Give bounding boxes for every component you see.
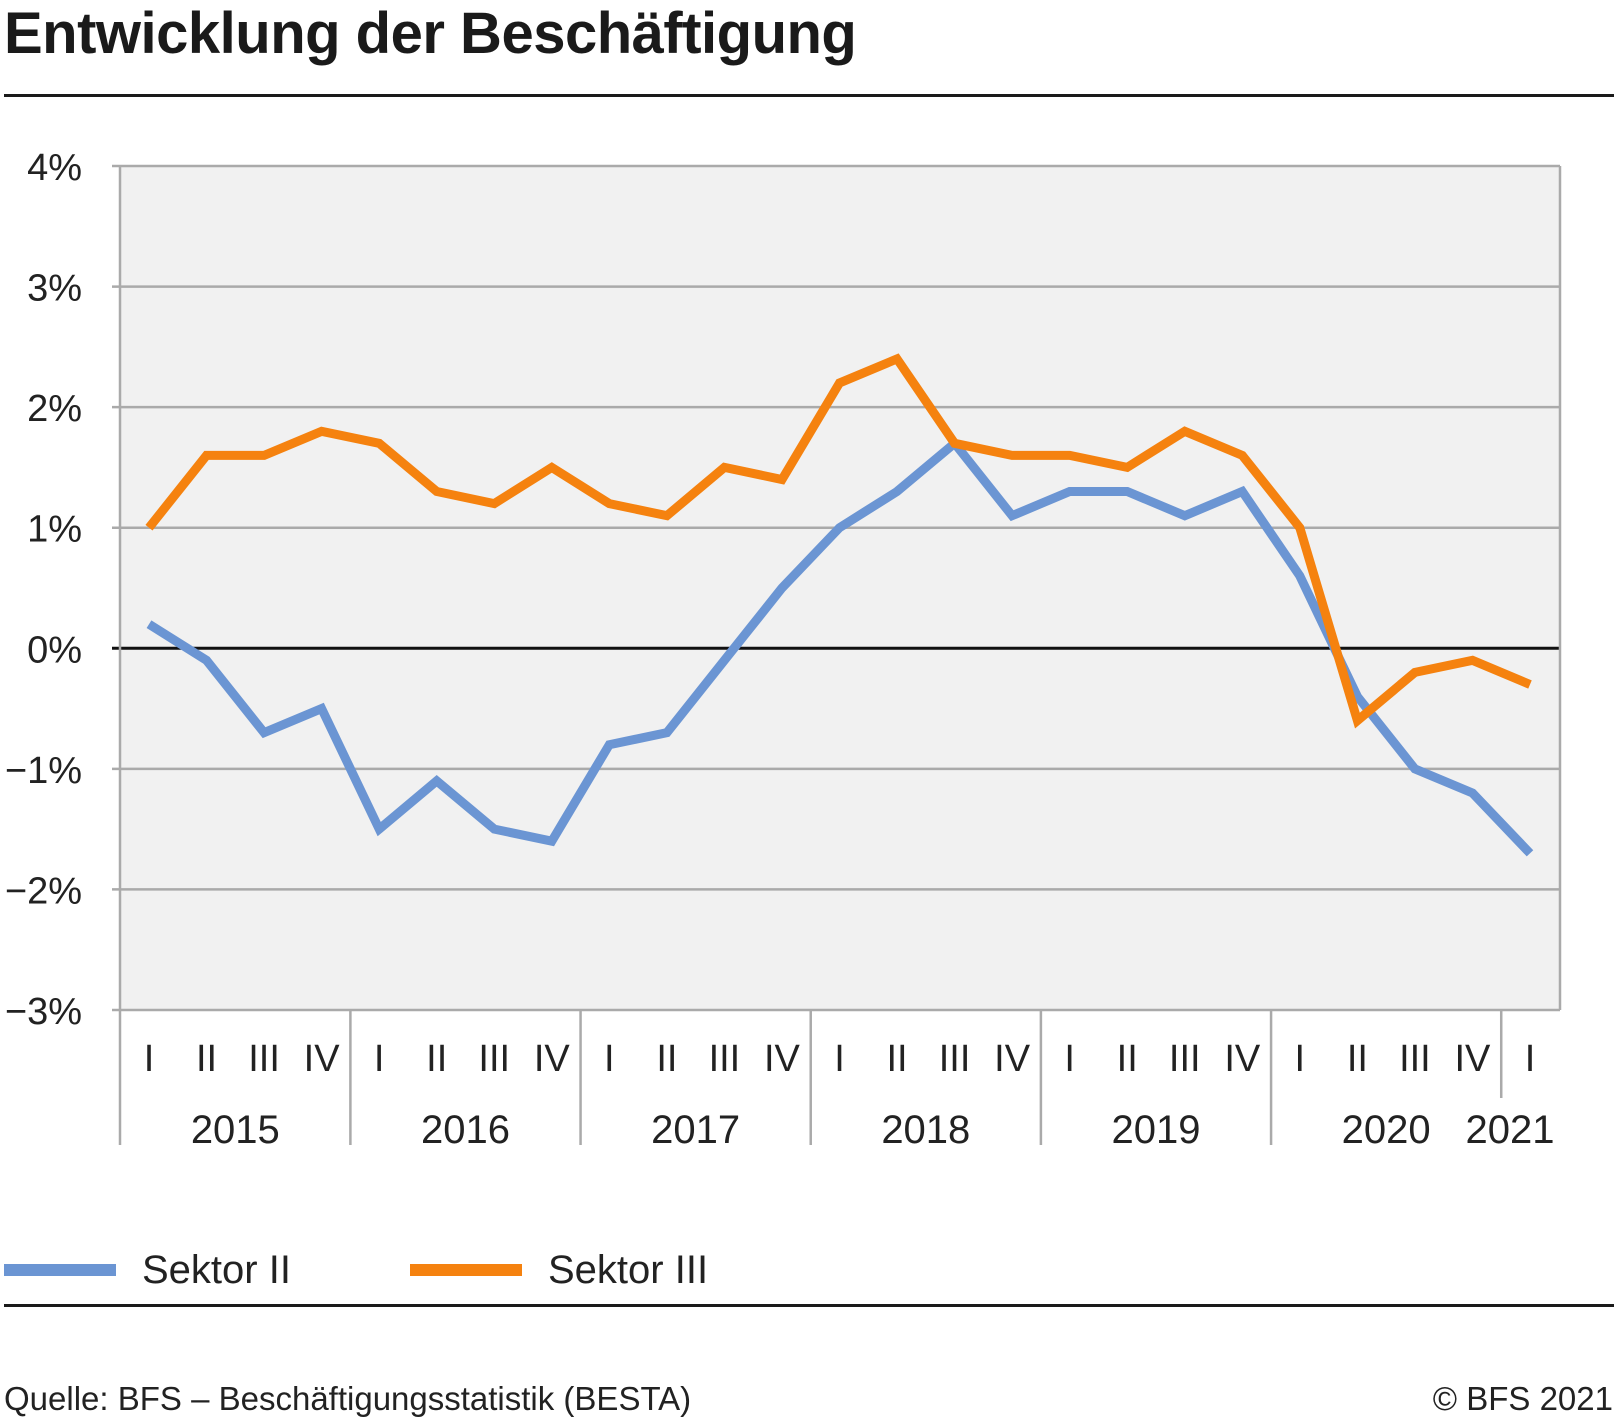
x-tick-label: I	[374, 1038, 385, 1080]
year-label: 2016	[421, 1108, 510, 1152]
x-tick-label: I	[1064, 1038, 1075, 1080]
year-label: 2018	[881, 1108, 970, 1152]
x-tick-label: III	[939, 1038, 971, 1080]
year-label: 2019	[1111, 1108, 1200, 1152]
y-tick-label: 4%	[27, 147, 82, 189]
y-tick-label: 1%	[27, 509, 82, 551]
y-tick-label: 3%	[27, 268, 82, 310]
chart-title: Entwicklung der Beschäftigung	[4, 1, 857, 66]
year-label: 2017	[651, 1108, 740, 1152]
copyright-note: © BFS 2021	[1432, 1380, 1613, 1417]
plot-area	[120, 166, 1560, 1010]
x-tick-label: I	[144, 1038, 155, 1080]
x-tick-label: III	[1399, 1038, 1431, 1080]
x-tick-label: IV	[304, 1038, 341, 1080]
y-tick-label: −3%	[5, 991, 82, 1033]
legend-label-sektor-iii: Sektor III	[548, 1248, 709, 1292]
source-note: Quelle: BFS – Beschäftigungsstatistik (B…	[4, 1380, 692, 1417]
x-tick-label: II	[886, 1038, 907, 1080]
x-tick-label: II	[1347, 1038, 1368, 1080]
x-tick-label: III	[709, 1038, 741, 1080]
y-tick-label: −2%	[5, 870, 82, 912]
x-tick-label: III	[1169, 1038, 1201, 1080]
x-tick-label: IV	[764, 1038, 801, 1080]
y-tick-label: 0%	[27, 629, 82, 671]
y-tick-label: 2%	[27, 388, 82, 430]
x-tick-label: II	[1117, 1038, 1138, 1080]
legend: Sektor II Sektor III	[0, 1240, 1617, 1300]
x-tick-label: I	[1525, 1038, 1536, 1080]
x-tick-label: III	[248, 1038, 280, 1080]
x-tick-label: I	[1295, 1038, 1306, 1080]
y-tick-label: −1%	[5, 750, 82, 792]
x-tick-label: IV	[1455, 1038, 1492, 1080]
bottom-rule	[4, 1304, 1614, 1307]
x-tick-label: II	[196, 1038, 217, 1080]
x-tick-label: II	[426, 1038, 447, 1080]
legend-swatch-sektor-iii	[410, 1264, 522, 1276]
x-tick-label: I	[834, 1038, 845, 1080]
legend-swatch-sektor-ii	[4, 1264, 116, 1276]
x-tick-label: I	[604, 1038, 615, 1080]
year-label: 2020	[1342, 1108, 1431, 1152]
x-tick-label: III	[478, 1038, 510, 1080]
year-label: 2015	[191, 1108, 280, 1152]
x-tick-label: II	[656, 1038, 677, 1080]
line-chart: 4% 3% 2% 1% 0% −1% −2% −3% 2015 2016 2017 2018 2019 2…	[5, 147, 1562, 1152]
x-tick-label: IV	[534, 1038, 571, 1080]
top-rule	[4, 94, 1614, 97]
year-label: 2021	[1466, 1108, 1555, 1152]
legend-label-sektor-ii: Sektor II	[142, 1248, 291, 1292]
x-tick-label: IV	[994, 1038, 1031, 1080]
x-tick-label: IV	[1224, 1038, 1261, 1080]
